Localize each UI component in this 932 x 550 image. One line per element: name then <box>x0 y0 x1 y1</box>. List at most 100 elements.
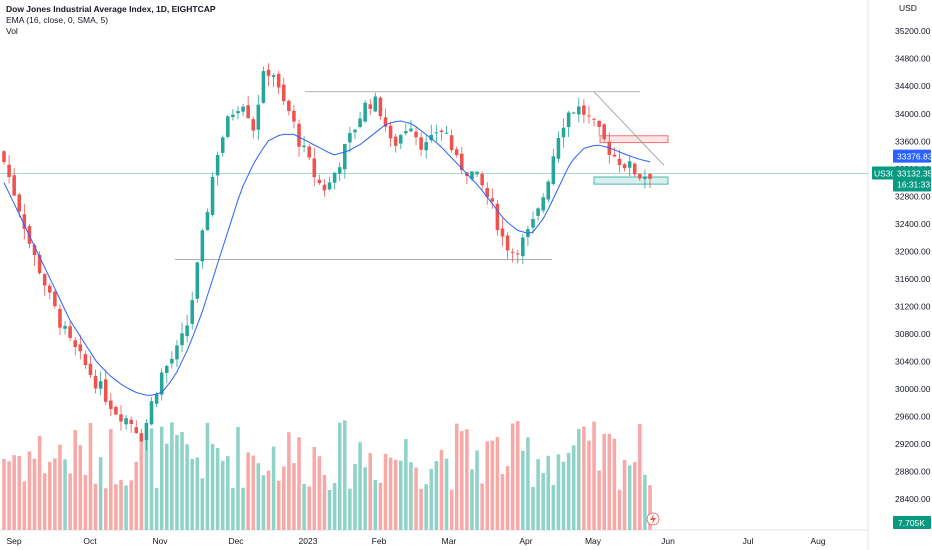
candle <box>429 134 434 141</box>
legend-ema: EMA (16, close, 0, SMA, 5) <box>6 15 109 25</box>
volume-bar <box>73 429 77 530</box>
volume-bar <box>556 454 561 530</box>
volume-bar <box>98 457 103 530</box>
candle <box>312 158 317 178</box>
candle <box>546 181 551 200</box>
volume-bar <box>414 467 418 530</box>
candle <box>561 127 566 138</box>
candle <box>297 123 301 147</box>
candle <box>144 422 149 440</box>
candle <box>159 372 164 395</box>
volume-bar <box>531 486 535 530</box>
y-tick-label: 29200.00 <box>895 439 931 449</box>
candle <box>63 325 67 329</box>
legend-vol: Vol <box>6 26 18 36</box>
volume-bar <box>566 452 571 530</box>
candle <box>73 340 77 347</box>
candle <box>439 130 444 133</box>
candle <box>83 354 88 366</box>
y-tick-label: 31200.00 <box>895 301 931 311</box>
volume-bar <box>63 459 67 530</box>
candle <box>505 235 510 251</box>
candle <box>317 179 322 184</box>
candle <box>287 100 291 112</box>
candle <box>134 427 139 433</box>
candle <box>632 163 637 175</box>
volume-bar <box>510 423 515 530</box>
volume-bar <box>256 463 261 530</box>
candle <box>531 218 535 228</box>
volume-bar <box>185 444 189 530</box>
volume-bar <box>551 485 556 530</box>
volume-bar <box>617 489 622 530</box>
candle <box>164 365 169 373</box>
ema-price-badge-text: 33376.83 <box>897 152 932 162</box>
candle <box>373 96 378 112</box>
volume-bar <box>648 485 652 530</box>
volume-bar <box>78 445 83 530</box>
candle <box>210 176 215 215</box>
candle <box>261 71 266 103</box>
candle <box>109 400 113 409</box>
volume-bar <box>134 461 139 530</box>
volume-bar <box>170 422 174 530</box>
candle <box>190 300 194 324</box>
volume-bar <box>2 458 6 530</box>
volume-bar <box>424 484 428 530</box>
candle <box>215 154 220 176</box>
volume-bar <box>622 459 627 530</box>
volume-bar <box>17 455 22 530</box>
candle <box>419 137 423 150</box>
volume-bar <box>388 457 393 530</box>
candle <box>449 135 454 151</box>
y-tick-label: 28800.00 <box>895 467 931 477</box>
candle <box>551 156 556 184</box>
y-tick-label: 29600.00 <box>895 411 931 421</box>
candle <box>470 171 474 180</box>
x-tick-label: 2023 <box>299 536 318 546</box>
volume-bar <box>571 445 576 530</box>
volume-bar <box>83 474 88 530</box>
candle <box>343 143 347 170</box>
candle <box>582 105 586 115</box>
volume-bar <box>546 455 551 530</box>
volume-bar <box>490 440 495 530</box>
candle <box>536 208 540 216</box>
volume-bar <box>241 487 245 530</box>
x-tick-label: Nov <box>152 536 168 546</box>
volume-bar <box>297 437 301 530</box>
volume-bar <box>429 468 434 530</box>
candle <box>256 104 261 130</box>
candle <box>185 325 189 337</box>
candle <box>302 145 306 147</box>
volume-bar <box>144 439 149 530</box>
candle <box>409 128 413 132</box>
volume-bar <box>607 433 612 530</box>
volume-bar <box>103 488 108 530</box>
y-tick-label: 34400.00 <box>895 81 931 91</box>
candle <box>515 253 520 255</box>
volume-bar <box>541 473 545 530</box>
candle <box>154 394 159 404</box>
volume-bar <box>632 462 637 530</box>
candle <box>332 172 337 183</box>
volume-bar <box>246 452 250 530</box>
volume-bar <box>327 489 332 530</box>
volume-bar <box>180 431 184 530</box>
candle <box>617 158 622 165</box>
volume-bar <box>68 473 72 530</box>
candle <box>220 137 225 153</box>
candle <box>495 203 500 231</box>
candle <box>475 171 479 175</box>
y-tick-label: 31600.00 <box>895 274 931 284</box>
support-zone <box>593 176 669 185</box>
candle <box>226 116 230 137</box>
volume-bar <box>612 438 617 530</box>
volume-bar <box>582 426 586 530</box>
candle <box>12 175 16 196</box>
volume-bar <box>200 478 205 530</box>
volume-bar <box>27 451 32 530</box>
volume-bar <box>398 460 403 530</box>
y-tick-label: 30800.00 <box>895 329 931 339</box>
